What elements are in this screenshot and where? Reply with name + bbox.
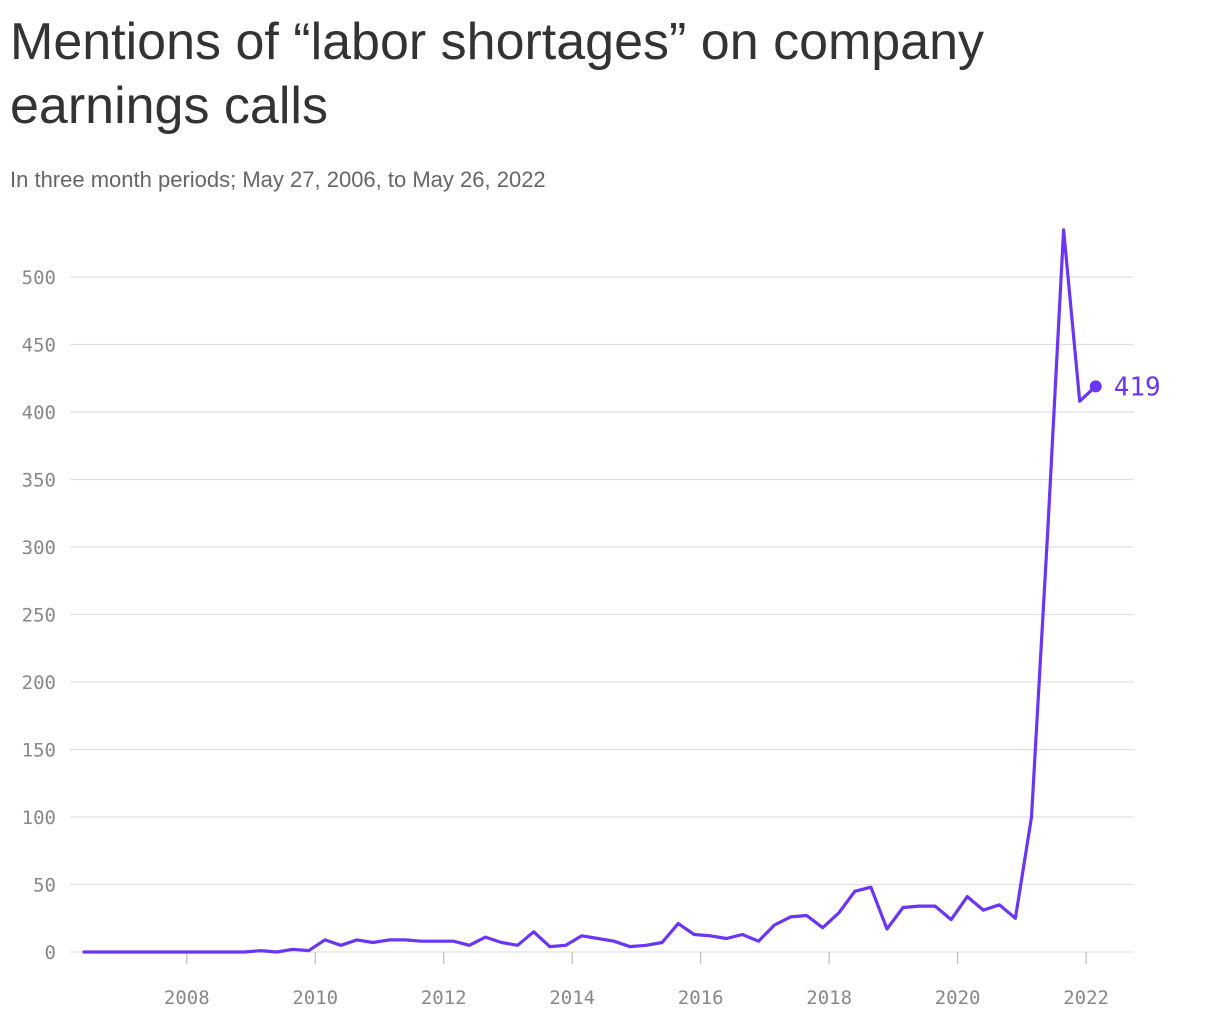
data-point: [869, 885, 873, 889]
data-point: [243, 950, 247, 954]
data-point: [901, 905, 905, 909]
data-point: [997, 903, 1001, 907]
data-point: [435, 939, 439, 943]
data-point: [339, 943, 343, 947]
data-point: [1046, 532, 1050, 536]
data-point: [1062, 228, 1066, 232]
x-tick-label: 2014: [549, 987, 595, 1009]
data-point: [387, 938, 391, 942]
end-point-marker: [1089, 380, 1102, 393]
data-point: [98, 950, 102, 954]
data-point: [773, 923, 777, 927]
data-point: [178, 950, 182, 954]
data-point: [532, 930, 536, 934]
data-point: [114, 950, 118, 954]
data-point: [708, 934, 712, 938]
data-point: [981, 908, 985, 912]
x-tick-label: 2020: [935, 987, 981, 1009]
x-tick-label: 2018: [806, 987, 852, 1009]
x-tick-label: 2016: [678, 987, 724, 1009]
data-point: [419, 939, 423, 943]
x-axis-ticks: 2008 2010 2012 2014 2016 2018 2020 2022: [164, 952, 1109, 1009]
data-point: [692, 932, 696, 936]
data-point: [740, 932, 744, 936]
data-point: [162, 950, 166, 954]
data-point: [146, 950, 150, 954]
series-line: [82, 228, 1098, 954]
data-point: [660, 941, 664, 945]
data-point: [1078, 399, 1082, 403]
y-tick-label: 150: [22, 740, 56, 762]
data-point: [612, 939, 616, 943]
y-tick-label: 50: [33, 875, 56, 897]
data-point: [227, 950, 231, 954]
data-point: [596, 937, 600, 941]
data-point: [853, 889, 857, 893]
data-point: [548, 945, 552, 949]
data-point: [917, 904, 921, 908]
data-point: [580, 934, 584, 938]
end-value-label: 419: [1114, 372, 1161, 402]
gridlines: [70, 276, 1134, 953]
data-point: [210, 950, 214, 954]
y-tick-label: 200: [22, 672, 56, 694]
x-tick-label: 2008: [164, 987, 210, 1009]
data-point: [1029, 815, 1033, 819]
y-tick-label: 450: [22, 335, 56, 357]
y-tick-label: 250: [22, 605, 56, 627]
data-point: [500, 941, 504, 945]
data-point: [451, 939, 455, 943]
data-point: [628, 945, 632, 949]
data-point: [933, 904, 937, 908]
data-point: [949, 918, 953, 922]
x-tick-label: 2010: [292, 987, 338, 1009]
x-tick-label: 2012: [421, 987, 467, 1009]
data-point: [965, 895, 969, 899]
data-point: [724, 937, 728, 941]
data-point: [403, 938, 407, 942]
y-axis-ticks: 0 50 100 150 200 250 300 350 400 450 500: [22, 267, 56, 964]
data-point: [82, 950, 86, 954]
data-point: [130, 950, 134, 954]
data-point: [885, 927, 889, 931]
data-point: [307, 949, 311, 953]
data-point: [516, 943, 520, 947]
data-point: [564, 943, 568, 947]
data-point: [291, 947, 295, 951]
data-point: [676, 922, 680, 926]
data-point: [644, 943, 648, 947]
data-point: [323, 938, 327, 942]
data-point: [275, 950, 279, 954]
chart-subtitle: In three month periods; May 27, 2006, to…: [10, 167, 546, 192]
data-point: [805, 914, 809, 918]
data-point: [355, 938, 359, 942]
chart-title: Mentions of “labor shortages” on company…: [10, 13, 985, 135]
data-point: [483, 935, 487, 939]
y-tick-label: 350: [22, 470, 56, 492]
series-layer: 419: [82, 228, 1161, 954]
data-point: [789, 915, 793, 919]
y-tick-label: 100: [22, 807, 56, 829]
y-tick-label: 500: [22, 267, 56, 289]
data-point: [194, 950, 198, 954]
y-tick-label: 300: [22, 537, 56, 559]
data-point: [371, 941, 375, 945]
x-tick-label: 2022: [1063, 987, 1109, 1009]
data-point: [756, 939, 760, 943]
data-point: [259, 949, 263, 953]
data-point: [1013, 916, 1017, 920]
data-point: [837, 911, 841, 915]
y-tick-label: 400: [22, 402, 56, 424]
data-point: [821, 926, 825, 930]
data-point: [467, 943, 471, 947]
y-tick-label: 0: [45, 942, 56, 964]
